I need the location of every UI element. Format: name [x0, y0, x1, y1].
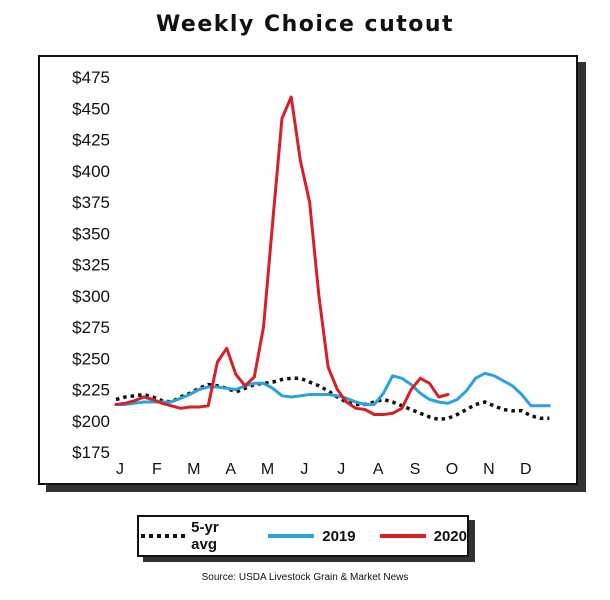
legend-item-5yr-avg: 5-yr avg	[139, 519, 244, 553]
plot-lines	[114, 95, 551, 422]
legend-label-5yr-avg: 5-yr avg	[191, 519, 219, 553]
y-tick-label: $325	[72, 256, 110, 275]
y-tick-label: $275	[72, 318, 110, 337]
source-note: Source: USDA Livestock Grain & Market Ne…	[201, 572, 409, 583]
legend-swatch-2019	[268, 534, 315, 538]
legend-swatch-2020	[379, 534, 426, 538]
legend-label-2019: 2019	[322, 527, 356, 545]
x-tick-label: M	[187, 461, 200, 478]
y-tick-label: $225	[72, 381, 110, 400]
legend-swatch-5yr-avg	[141, 534, 186, 538]
y-tick-label: $300	[72, 287, 110, 306]
y-tick-label: $475	[72, 68, 110, 87]
legend: 5-yr avg 2019 2020	[137, 515, 469, 557]
x-tick-label: F	[152, 461, 162, 478]
x-tick-label: A	[225, 461, 236, 478]
chart-title: Weekly Choice cutout	[155, 12, 455, 37]
y-tick-label: $450	[72, 99, 110, 118]
x-tick-label: J	[116, 461, 124, 478]
x-tick-label: S	[410, 461, 421, 478]
x-tick-label: M	[261, 461, 274, 478]
legend-item-2019: 2019	[266, 527, 356, 545]
legend-item-2020: 2020	[378, 528, 467, 545]
x-tick-label: A	[373, 461, 384, 478]
series-line-2019	[114, 371, 551, 408]
x-tick-label: O	[446, 461, 458, 478]
y-tick-label: $425	[72, 131, 110, 150]
y-tick-label: $175	[72, 443, 110, 462]
y-tick-label: $400	[72, 162, 110, 181]
x-tick-label: N	[483, 461, 495, 478]
y-tick-label: $200	[72, 412, 110, 431]
y-tick-label: $350	[72, 224, 110, 243]
legend-label-2020: 2020	[433, 527, 467, 545]
plot-frame	[38, 55, 578, 485]
y-axis: $475 $450 $425 $400 $375 $350 $325 $300 $275 $250…	[72, 68, 110, 462]
series-line-2020	[114, 95, 450, 416]
x-tick-label: D	[520, 461, 532, 478]
y-tick-label: $375	[72, 193, 110, 212]
y-tick-label: $250	[72, 349, 110, 368]
x-tick-label: J	[300, 461, 308, 478]
x-tick-label: J	[337, 461, 345, 478]
